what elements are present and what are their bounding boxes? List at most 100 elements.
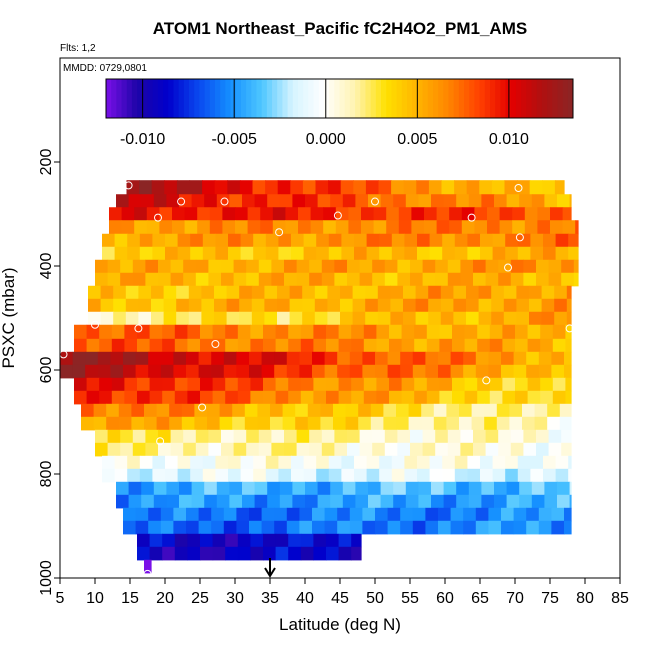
heatmap-cell [95, 259, 109, 274]
heatmap-cell [111, 324, 125, 340]
heatmap-cell [111, 390, 125, 405]
heatmap-cell [552, 390, 566, 405]
heatmap-cell [207, 403, 221, 418]
heatmap-cell [531, 194, 545, 208]
heatmap-cell [375, 351, 389, 366]
heatmap-cell [531, 481, 545, 496]
heatmap-cell [473, 429, 487, 444]
heatmap-cell [503, 311, 517, 326]
heatmap-cell [559, 416, 572, 431]
heatmap-cell [538, 351, 552, 366]
heatmap-cell [179, 194, 193, 208]
colorbar-cell [552, 79, 558, 118]
heatmap-cell [139, 246, 153, 261]
latitude-marker [264, 558, 276, 578]
heatmap-cell [309, 259, 323, 274]
heatmap-cell [480, 233, 494, 248]
heatmap-cell [425, 364, 439, 379]
chart-title: ATOM1 Northeast_Pacific fC2H4O2_PM1_AMS [153, 19, 527, 38]
heatmap-cell [200, 546, 214, 561]
heatmap-cell [428, 311, 442, 326]
heatmap-cell [279, 481, 293, 496]
heatmap-cell [152, 233, 166, 248]
x-tick-label: 5 [56, 590, 65, 607]
heatmap-cell [253, 468, 267, 483]
heatmap-cell [418, 494, 432, 509]
colorbar-cell [391, 79, 398, 118]
colorbar-cell [318, 79, 325, 118]
heatmap-cell [503, 285, 517, 300]
heatmap-cell [387, 351, 401, 366]
heatmap-cell [461, 220, 475, 235]
heatmap-cell [302, 298, 316, 313]
heatmap-cell [328, 246, 342, 261]
heatmap-cell [221, 429, 235, 444]
heatmap-cell [156, 416, 170, 431]
heatmap-cell [443, 481, 457, 496]
heatmap-cell [328, 455, 342, 470]
heatmap-cell [279, 494, 293, 509]
heatmap-cell [541, 311, 555, 326]
heatmap-cell [404, 455, 418, 470]
colorbar-cell [142, 79, 149, 118]
heatmap-cell [401, 338, 415, 353]
heatmap-cell [487, 220, 501, 235]
heatmap-cell [372, 442, 386, 457]
heatmap-cell [271, 272, 285, 287]
heatmap-cell [118, 403, 132, 418]
heatmap-cell [452, 390, 466, 405]
colorbar-cell [412, 79, 418, 118]
heatmap-cell [300, 533, 314, 548]
heatmap-cell [341, 246, 355, 261]
heatmap-cell [214, 311, 228, 326]
heatmap-cell [543, 233, 557, 248]
heatmap-cell [440, 285, 454, 300]
heatmap-cell [417, 233, 431, 248]
heatmap-cell [474, 207, 488, 221]
heatmap-cell [426, 338, 440, 353]
heatmap-cell [417, 246, 431, 261]
x-tick-label: 50 [366, 590, 384, 607]
colorbar-cell [401, 79, 408, 118]
heatmap-cell [239, 180, 254, 195]
heatmap-cell [502, 338, 516, 353]
colorbar-cell [458, 79, 465, 118]
heatmap-cell [468, 194, 482, 208]
heatmap-cell [144, 416, 158, 431]
heatmap-cell [554, 298, 568, 313]
x-tick-label: 65 [471, 590, 489, 607]
heatmap-cell [435, 259, 449, 274]
colorbar-cell [246, 79, 252, 118]
heatmap-cell [132, 272, 146, 287]
heatmap-cell [438, 520, 452, 535]
heatmap-cell [467, 468, 481, 483]
heatmap-cell [456, 481, 470, 496]
heatmap-cell [107, 429, 121, 444]
heatmap-cell [506, 194, 520, 208]
heatmap-cell [207, 416, 221, 431]
heatmap-cell [403, 285, 417, 300]
heatmap-cell [573, 272, 579, 287]
heatmap-cell [398, 220, 412, 235]
heatmap-cell [439, 324, 453, 340]
heatmap-cell [526, 364, 540, 379]
heatmap-cell [148, 507, 162, 522]
heatmap-cell [174, 324, 188, 340]
colorbar-cell [365, 79, 372, 118]
colorbar-frame [105, 78, 574, 119]
heatmap-cell [429, 246, 443, 261]
heatmap-cell [312, 520, 326, 535]
heatmap-cell [564, 507, 572, 522]
heatmap-cell [132, 259, 146, 274]
heatmap-cell [289, 298, 303, 313]
heatmap-cell [226, 311, 240, 326]
heatmap-cell [366, 233, 380, 248]
heatmap-cell [540, 324, 554, 340]
heatmap-cell [393, 494, 407, 509]
heatmap-cell [110, 364, 124, 379]
heatmap-cell [107, 259, 121, 274]
heatmap-cell [333, 403, 347, 418]
heatmap-cell [113, 311, 127, 326]
heatmap-cell [418, 481, 432, 496]
heatmap-cell [548, 442, 562, 457]
